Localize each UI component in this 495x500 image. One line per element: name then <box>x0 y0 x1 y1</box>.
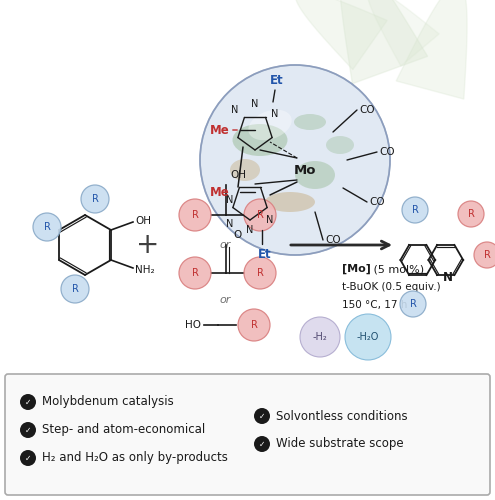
Text: R: R <box>256 210 263 220</box>
Text: ✓: ✓ <box>25 454 31 462</box>
Text: R: R <box>192 210 198 220</box>
Text: OH: OH <box>230 170 246 180</box>
Text: 150 °C, 17 h: 150 °C, 17 h <box>342 300 407 310</box>
Circle shape <box>179 257 211 289</box>
Circle shape <box>244 199 276 231</box>
Circle shape <box>300 317 340 357</box>
Circle shape <box>458 201 484 227</box>
Polygon shape <box>296 0 387 70</box>
Text: R: R <box>409 299 416 309</box>
Circle shape <box>238 309 270 341</box>
Text: OH: OH <box>135 216 151 226</box>
Text: R: R <box>411 205 418 215</box>
Text: N: N <box>251 99 259 109</box>
Circle shape <box>33 213 61 241</box>
Text: Wide substrate scope: Wide substrate scope <box>276 438 403 450</box>
Circle shape <box>400 291 426 317</box>
Ellipse shape <box>233 124 288 156</box>
Circle shape <box>81 185 109 213</box>
Text: H₂ and H₂O as only by-products: H₂ and H₂O as only by-products <box>42 452 228 464</box>
Text: ✓: ✓ <box>25 398 31 406</box>
Text: +: + <box>136 231 160 259</box>
Circle shape <box>20 450 36 466</box>
Circle shape <box>474 242 495 268</box>
Text: HO: HO <box>185 320 201 330</box>
Text: R: R <box>72 284 78 294</box>
Text: R: R <box>250 320 257 330</box>
Polygon shape <box>396 0 467 99</box>
Text: CO: CO <box>359 105 375 115</box>
Ellipse shape <box>265 192 315 212</box>
Text: -H₂O: -H₂O <box>357 332 379 342</box>
Circle shape <box>61 275 89 303</box>
Text: ✓: ✓ <box>259 412 265 420</box>
Ellipse shape <box>295 161 335 189</box>
Text: R: R <box>484 250 491 260</box>
Circle shape <box>179 199 211 231</box>
Text: t-BuOK (0.5 equiv.): t-BuOK (0.5 equiv.) <box>342 282 441 292</box>
Text: N: N <box>443 271 453 284</box>
Circle shape <box>254 408 270 424</box>
Text: (5 mol%): (5 mol%) <box>370 264 424 274</box>
Text: Me: Me <box>210 124 230 136</box>
Text: CO: CO <box>379 147 395 157</box>
Text: R: R <box>192 268 198 278</box>
Text: N: N <box>266 215 274 225</box>
Circle shape <box>345 314 391 360</box>
Text: Step- and atom-economical: Step- and atom-economical <box>42 424 205 436</box>
Text: or: or <box>219 295 231 305</box>
Text: Molybdenum catalysis: Molybdenum catalysis <box>42 396 174 408</box>
Text: Solvontless conditions: Solvontless conditions <box>276 410 407 422</box>
Circle shape <box>254 436 270 452</box>
Text: CO: CO <box>369 197 385 207</box>
Text: N: N <box>226 195 234 205</box>
Text: Et: Et <box>258 248 272 260</box>
Text: ✓: ✓ <box>259 440 265 448</box>
Text: O: O <box>234 230 242 240</box>
Circle shape <box>244 257 276 289</box>
Ellipse shape <box>294 114 326 130</box>
Text: ✓: ✓ <box>25 426 31 434</box>
Text: N: N <box>231 105 239 115</box>
Text: N: N <box>226 219 234 229</box>
Circle shape <box>20 422 36 438</box>
Circle shape <box>20 394 36 410</box>
Text: N: N <box>271 109 279 119</box>
Circle shape <box>402 197 428 223</box>
Text: R: R <box>256 268 263 278</box>
FancyBboxPatch shape <box>5 374 490 495</box>
Text: -H₂: -H₂ <box>313 332 327 342</box>
Text: R: R <box>92 194 99 204</box>
Text: Me: Me <box>210 186 230 198</box>
Text: CO: CO <box>325 235 341 245</box>
Text: N: N <box>247 225 253 235</box>
Circle shape <box>200 65 390 255</box>
Text: R: R <box>468 209 474 219</box>
Text: Et: Et <box>270 74 284 86</box>
Ellipse shape <box>230 159 260 181</box>
Ellipse shape <box>248 110 292 140</box>
Text: NH₂: NH₂ <box>135 265 154 275</box>
Polygon shape <box>367 0 439 66</box>
Text: [Mo]: [Mo] <box>342 264 371 274</box>
Text: Mo: Mo <box>294 164 316 176</box>
Text: or: or <box>219 240 231 250</box>
Text: R: R <box>44 222 50 232</box>
Ellipse shape <box>326 136 354 154</box>
Polygon shape <box>339 0 428 84</box>
